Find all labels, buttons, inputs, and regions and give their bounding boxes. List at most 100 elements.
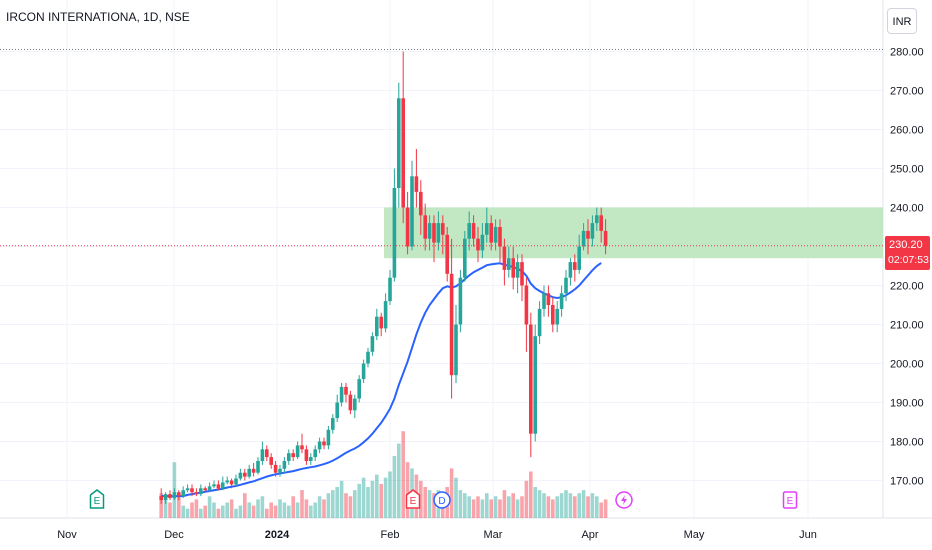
event-marker-earnings-future[interactable]: E bbox=[782, 491, 798, 509]
volume-bar bbox=[401, 431, 405, 518]
event-marker-earnings[interactable]: E bbox=[89, 489, 105, 509]
event-marker-dividend[interactable]: D bbox=[433, 491, 451, 509]
currency-button[interactable]: INR bbox=[887, 8, 917, 34]
candle-body bbox=[269, 457, 273, 465]
volume-bar bbox=[234, 508, 238, 518]
candle-body bbox=[423, 215, 427, 239]
x-tick-label: 2024 bbox=[265, 529, 290, 541]
candle-body bbox=[581, 230, 586, 247]
y-tick-label: 200.00 bbox=[890, 359, 924, 371]
volume-bar bbox=[427, 490, 432, 518]
candle-body bbox=[577, 246, 581, 270]
volume-bar bbox=[225, 502, 229, 518]
volume-bar bbox=[181, 505, 185, 518]
volume-bar bbox=[300, 490, 304, 518]
volume-bar bbox=[304, 499, 309, 518]
volume-bar bbox=[524, 480, 529, 518]
candle-body bbox=[361, 363, 366, 380]
symbol-title: IRCON INTERNATIONA, 1D, NSE bbox=[6, 10, 190, 24]
volume-bar bbox=[577, 493, 581, 518]
volume-bar bbox=[366, 487, 370, 518]
volume-bar bbox=[190, 502, 194, 518]
event-flag bbox=[405, 489, 421, 509]
candle-body bbox=[515, 262, 520, 278]
candle-body bbox=[172, 492, 177, 499]
volume-bar bbox=[515, 499, 520, 518]
x-tick-label: Apr bbox=[581, 529, 598, 541]
candle-body bbox=[216, 484, 221, 489]
candle-body bbox=[221, 482, 225, 489]
volume-bar bbox=[265, 508, 269, 518]
candle-body bbox=[573, 262, 577, 270]
candle-body bbox=[348, 394, 353, 411]
volume-bar bbox=[163, 499, 168, 518]
price-axis[interactable]: 280.00270.00260.00250.00240.00230.00220.… bbox=[890, 47, 924, 488]
event-marker-earnings-down[interactable]: E bbox=[405, 489, 421, 509]
candle-body bbox=[520, 262, 524, 286]
candle-body bbox=[295, 445, 300, 458]
candle-body bbox=[476, 238, 480, 251]
y-tick-label: 190.00 bbox=[890, 398, 924, 410]
event-label: E bbox=[94, 496, 101, 507]
volume-bar bbox=[335, 487, 339, 518]
volume-bar bbox=[238, 505, 243, 518]
candle-body bbox=[405, 207, 410, 247]
candle-body bbox=[273, 464, 278, 473]
candle-body bbox=[326, 429, 331, 446]
volume-bar bbox=[551, 499, 555, 518]
moving-average bbox=[161, 262, 602, 498]
volume-bar bbox=[168, 502, 172, 518]
volume-bars bbox=[159, 431, 608, 518]
candle-body bbox=[181, 490, 185, 497]
candle-body bbox=[603, 230, 608, 246]
volume-bar bbox=[159, 493, 163, 518]
volume-bar bbox=[463, 493, 467, 518]
candle-body bbox=[251, 468, 256, 473]
volume-bar bbox=[194, 499, 199, 518]
last-price-value: 230.20 bbox=[889, 239, 923, 251]
volume-bar bbox=[331, 490, 335, 518]
volume-bar bbox=[344, 493, 348, 518]
candle-body bbox=[537, 308, 542, 337]
candle-body bbox=[379, 316, 383, 329]
candle-body bbox=[551, 305, 555, 325]
volume-bar bbox=[287, 505, 291, 518]
candle-body bbox=[366, 351, 370, 364]
volume-bar bbox=[454, 477, 458, 518]
volume-bar bbox=[251, 505, 256, 518]
volume-bar bbox=[555, 496, 559, 518]
volume-bar bbox=[247, 502, 251, 518]
volume-bar bbox=[476, 496, 480, 518]
candle-body bbox=[432, 223, 436, 243]
candle-body bbox=[489, 223, 493, 243]
volume-bar bbox=[216, 508, 221, 518]
zone-rect bbox=[384, 207, 883, 259]
candle-body bbox=[529, 324, 533, 434]
x-tick-label: May bbox=[684, 529, 705, 541]
event-marker-split[interactable] bbox=[615, 491, 633, 509]
y-tick-label: 210.00 bbox=[890, 320, 924, 332]
candle-body bbox=[454, 324, 458, 376]
volume-bar bbox=[199, 508, 203, 518]
candle-body bbox=[212, 484, 216, 487]
candle-body bbox=[471, 223, 476, 239]
candle-body bbox=[238, 472, 243, 479]
volume-bar bbox=[397, 443, 401, 518]
volume-bar bbox=[568, 493, 573, 518]
candle-body bbox=[339, 386, 344, 403]
candle-body bbox=[546, 293, 551, 305]
volume-bar bbox=[357, 483, 361, 518]
volume-bar bbox=[353, 490, 357, 518]
volume-bar bbox=[564, 490, 568, 518]
candle-body bbox=[207, 486, 212, 491]
candle-body bbox=[203, 488, 207, 491]
event-label: E bbox=[410, 496, 417, 507]
time-axis[interactable]: Nov Dec 2024 Feb Mar Apr May Jun bbox=[57, 529, 817, 541]
supply-zone bbox=[384, 207, 883, 259]
candle-body bbox=[260, 449, 265, 461]
y-tick-label: 170.00 bbox=[890, 476, 924, 488]
volume-bar bbox=[493, 496, 498, 518]
y-tick-label: 280.00 bbox=[890, 47, 924, 59]
